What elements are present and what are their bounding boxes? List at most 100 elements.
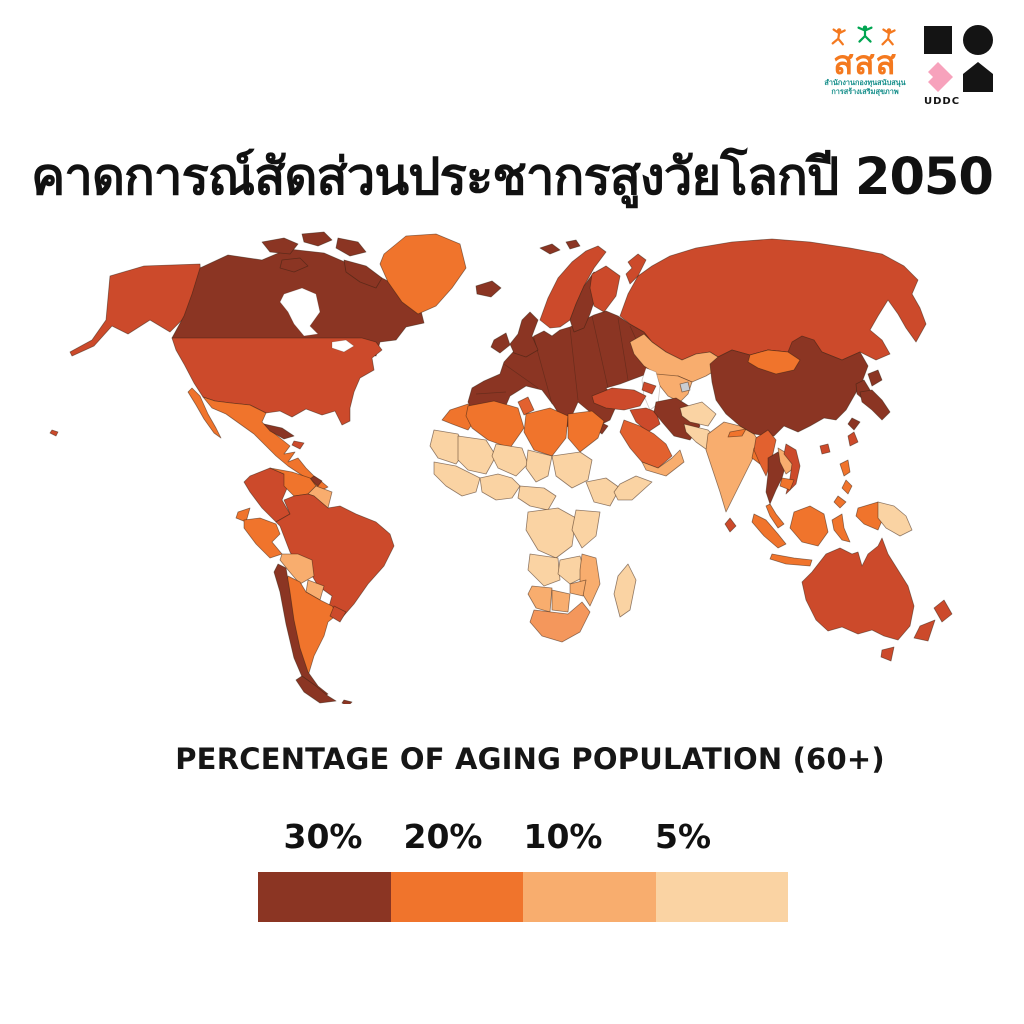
region-japan <box>847 369 891 431</box>
region-malay-peninsula <box>765 503 785 529</box>
region-caucasus <box>641 381 657 395</box>
region-kenya-tanzania <box>571 509 601 549</box>
region-sumatra <box>751 513 787 549</box>
region-madagascar <box>613 563 637 618</box>
region-arctic-island-1 <box>261 237 299 255</box>
thaihealth-acronym: สสส <box>833 43 897 82</box>
uddc-square-icon <box>924 26 952 54</box>
uddc-house-icon <box>963 62 993 92</box>
region-brazil <box>275 493 395 621</box>
region-nepal <box>727 428 747 438</box>
world-map <box>49 231 953 704</box>
region-arctic-island-3 <box>335 237 367 257</box>
region-falklands <box>341 699 353 704</box>
region-egypt <box>567 410 605 453</box>
uddc-logo-icon <box>923 25 993 92</box>
region-saudi-arabia <box>619 419 673 469</box>
legend-color-bar <box>258 872 788 922</box>
region-cuba <box>263 423 295 440</box>
legend-swatch-10 <box>523 872 656 922</box>
legend-swatch-20 <box>390 872 523 922</box>
legend-label-20: 20% <box>403 817 483 856</box>
region-mauritania-wsahara <box>429 429 467 465</box>
region-australia <box>801 537 915 641</box>
region-botswana <box>551 589 571 613</box>
legend-label-30: 30% <box>283 817 363 856</box>
legend-label-10: 10% <box>523 817 603 856</box>
figure-right-icon <box>881 28 896 46</box>
thaihealth-subtitle-line2: การสร้างเสริมสุขภาพ <box>831 87 899 96</box>
region-vietnam <box>783 443 801 495</box>
region-central-america-dark <box>309 475 323 487</box>
region-arctic-island-4 <box>279 257 309 273</box>
brand-logos: สสส สำนักงานกองทุนสนับสนุน การสร้างเสริม… <box>822 24 1010 116</box>
region-somalia <box>613 475 653 501</box>
region-uk <box>509 311 539 358</box>
region-sulawesi <box>831 513 851 543</box>
region-novaya-zemlya <box>625 253 647 285</box>
region-cameroon-car <box>517 485 557 511</box>
region-mongolia <box>747 349 801 375</box>
uddc-arrow-icon <box>923 62 953 92</box>
region-zimbabwe <box>569 579 587 597</box>
europe-internal-borders <box>475 315 651 405</box>
region-svalbard <box>539 239 581 255</box>
region-chad <box>525 449 553 483</box>
region-hainan <box>819 443 831 455</box>
region-colombia <box>243 467 291 523</box>
legend-swatch-5 <box>655 872 788 922</box>
region-sudan <box>551 451 593 489</box>
region-mozambique <box>579 553 601 607</box>
region-angola <box>527 553 561 587</box>
legend-title: PERCENTAGE OF AGING POPULATION (60+) <box>175 742 885 776</box>
region-central-asia <box>655 373 693 403</box>
uddc-logo: UDDC <box>922 24 1000 116</box>
region-turkey <box>591 387 647 411</box>
region-chile <box>273 563 329 699</box>
region-greenland <box>379 233 467 315</box>
figure-middle-icon <box>857 25 873 43</box>
region-bolivia <box>279 553 315 585</box>
region-peru <box>243 517 283 559</box>
region-mali <box>457 435 497 475</box>
jumping-figures-icon <box>831 25 896 46</box>
region-baja-california <box>187 387 222 439</box>
region-baffin-island <box>343 259 383 289</box>
region-afghanistan <box>679 401 717 427</box>
region-papua-new-guinea <box>877 501 913 537</box>
region-hawaii <box>49 429 59 437</box>
region-java <box>769 553 813 567</box>
region-libya <box>523 407 569 457</box>
region-south-africa <box>529 601 591 643</box>
legend-swatch-30 <box>258 872 391 922</box>
hudson-bay <box>279 287 321 337</box>
region-finland <box>589 265 621 313</box>
region-drc <box>525 507 577 559</box>
region-russia <box>619 238 927 361</box>
thaihealth-subtitle-line1: สำนักงานกองทุนสนับสนุน <box>824 78 906 87</box>
region-philippines <box>833 459 853 509</box>
region-tierra-del-fuego <box>295 675 337 704</box>
region-new-zealand <box>913 599 953 642</box>
region-west-africa <box>433 461 481 497</box>
region-ethiopia <box>585 477 621 507</box>
region-cambodia <box>779 477 795 491</box>
region-borneo <box>789 505 829 547</box>
figure-left-icon <box>831 28 846 46</box>
region-hispaniola <box>291 440 305 450</box>
region-namibia <box>527 585 553 613</box>
region-niger <box>491 443 529 477</box>
region-tasmania <box>880 646 895 662</box>
page-title: คาดการณ์สัดส่วนประชากรสูงวัยโลกปี 2050 <box>31 148 994 207</box>
region-mexico <box>202 396 329 491</box>
region-arctic-island-2 <box>301 231 333 247</box>
region-taiwan <box>847 431 859 447</box>
region-yemen-oman <box>641 449 685 477</box>
region-iceland <box>475 280 502 298</box>
region-tunisia <box>517 396 535 416</box>
legend-label-5: 5% <box>654 817 712 856</box>
region-no-data <box>679 381 691 393</box>
thaihealth-logo: สสส สำนักงานกองทุนสนับสนุน การสร้างเสริม… <box>822 24 908 116</box>
region-sri-lanka <box>724 517 737 533</box>
region-syria-iraq <box>629 407 661 433</box>
